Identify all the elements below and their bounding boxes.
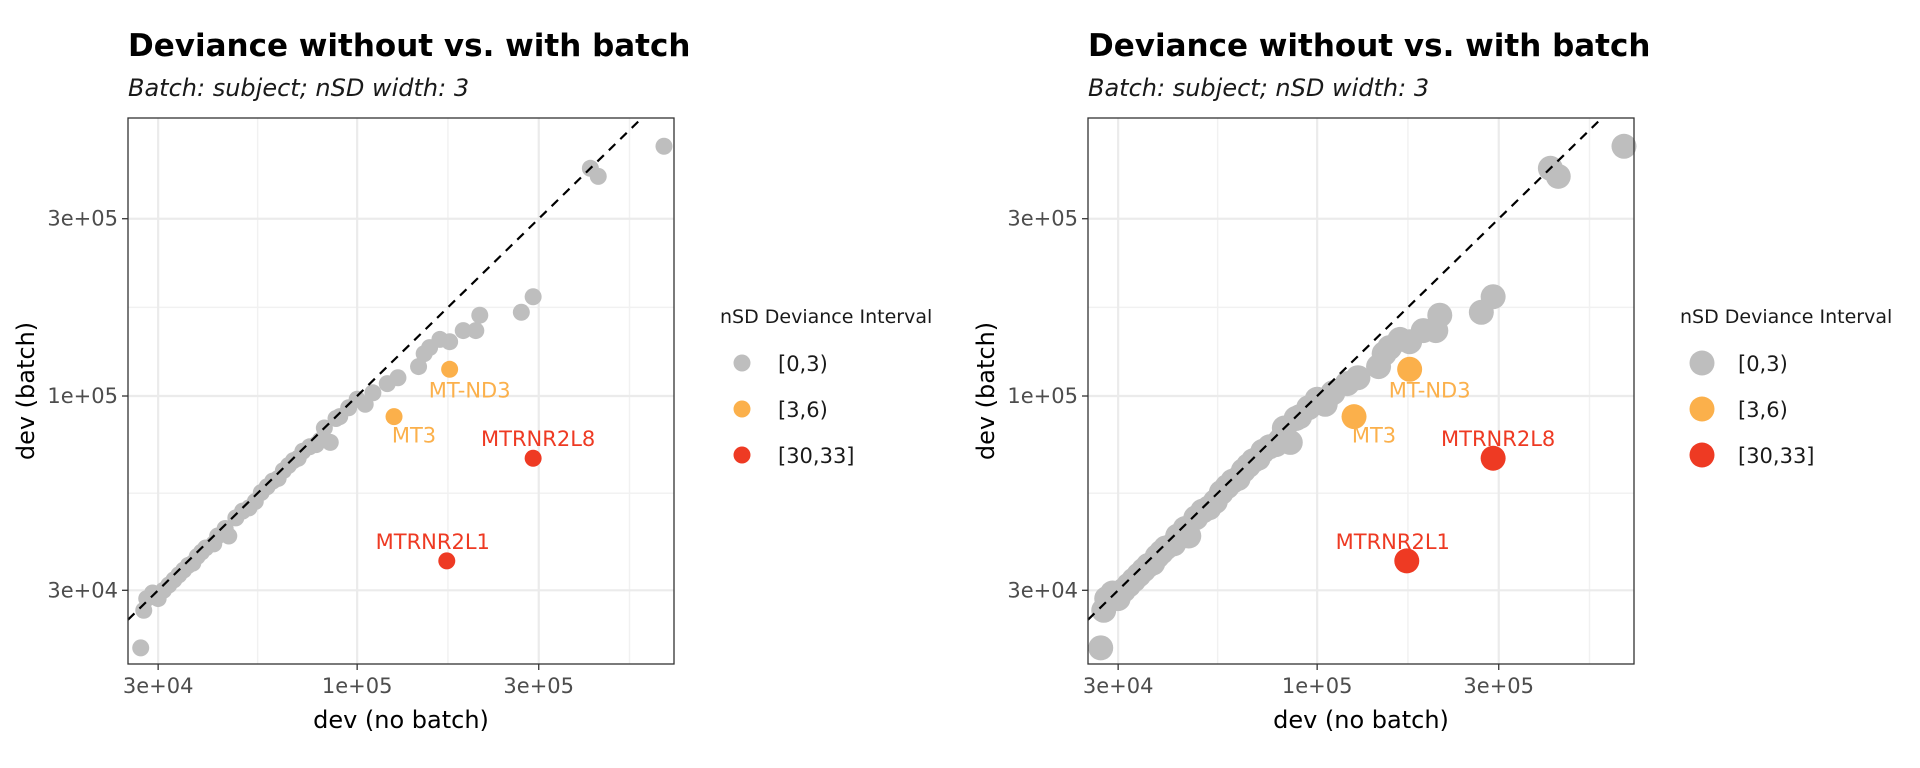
data-point bbox=[1611, 133, 1637, 159]
y-tick-label: 3e+04 bbox=[47, 578, 118, 602]
legend-label: [0,3) bbox=[1738, 352, 1788, 376]
data-point bbox=[1427, 302, 1453, 328]
x-tick-label: 3e+04 bbox=[1083, 674, 1154, 698]
plot-border bbox=[127, 117, 675, 665]
point-label: MTRNR2L8 bbox=[481, 427, 595, 451]
data-point bbox=[438, 552, 456, 570]
legend-key bbox=[733, 354, 751, 372]
data-point bbox=[321, 433, 339, 451]
y-tick-label: 3e+05 bbox=[1007, 207, 1078, 231]
data-point bbox=[132, 639, 150, 657]
point-label: MT3 bbox=[1352, 424, 1396, 448]
legend-label: [3,6) bbox=[778, 398, 828, 422]
legend-label: [30,33] bbox=[778, 444, 855, 468]
identity-line bbox=[127, 117, 643, 621]
data-point bbox=[410, 358, 428, 376]
data-point bbox=[512, 303, 530, 321]
chart-subtitle: Batch: subject; nSD width: 3 bbox=[1088, 74, 1429, 102]
legend-key bbox=[1689, 350, 1715, 376]
data-point bbox=[389, 369, 407, 387]
data-point bbox=[655, 137, 673, 155]
data-point bbox=[454, 322, 472, 340]
plot-panel bbox=[128, 118, 674, 664]
x-tick-label: 3e+05 bbox=[503, 674, 574, 698]
data-point bbox=[589, 167, 607, 185]
axis-ticks: 3e+04 1e+05 3e+05 3e+04 1e+05 3e+05 bbox=[1007, 207, 1534, 698]
data-point bbox=[1394, 548, 1420, 574]
data-point bbox=[364, 384, 382, 402]
axis-ticks: 3e+04 1e+05 3e+05 3e+04 1e+05 3e+05 bbox=[47, 207, 574, 698]
data-point bbox=[1397, 356, 1423, 382]
legend-label: [0,3) bbox=[778, 352, 828, 376]
legend: nSD Deviance Interval [0,3) [3,6) [30,33] bbox=[720, 306, 932, 468]
chart-subtitle: Batch: subject; nSD width: 3 bbox=[128, 74, 469, 102]
chart-title: Deviance without vs. with batch bbox=[1088, 28, 1650, 64]
data-point bbox=[441, 333, 459, 351]
x-axis-title: dev (no batch) bbox=[1273, 706, 1449, 734]
data-point bbox=[385, 408, 403, 426]
legend-title: nSD Deviance Interval bbox=[720, 306, 932, 328]
point-label: MT-ND3 bbox=[429, 378, 511, 402]
data-point bbox=[1341, 404, 1367, 430]
annotations: MT-ND3 MT3 MTRNR2L8 MTRNR2L1 bbox=[1336, 378, 1556, 554]
data-point bbox=[441, 360, 459, 378]
y-tick-label: 1e+05 bbox=[47, 384, 118, 408]
data-point bbox=[1545, 163, 1571, 189]
legend-title: nSD Deviance Interval bbox=[1680, 306, 1892, 328]
legend-key bbox=[1689, 396, 1715, 422]
data-point bbox=[524, 288, 542, 306]
x-tick-label: 3e+05 bbox=[1463, 674, 1534, 698]
x-axis-title: dev (no batch) bbox=[313, 706, 489, 734]
x-tick-label: 1e+05 bbox=[1282, 674, 1353, 698]
chart-left: Deviance without vs. with batch Batch: s… bbox=[12, 28, 932, 734]
identity-line bbox=[1087, 117, 1603, 621]
y-tick-label: 1e+05 bbox=[1007, 384, 1078, 408]
plot-panel bbox=[1088, 118, 1634, 664]
point-label: MTRNR2L8 bbox=[1441, 427, 1555, 451]
points bbox=[132, 137, 673, 657]
point-label: MT3 bbox=[392, 424, 436, 448]
chart-title: Deviance without vs. with batch bbox=[128, 28, 690, 64]
legend-key bbox=[1689, 442, 1715, 468]
point-label: MTRNR2L1 bbox=[376, 530, 490, 554]
data-point bbox=[467, 322, 485, 340]
data-point bbox=[471, 306, 489, 324]
legend: nSD Deviance Interval [0,3) [3,6) [30,33] bbox=[1680, 306, 1892, 468]
y-axis-title: dev (batch) bbox=[972, 322, 1000, 460]
annotations: MT-ND3 MT3 MTRNR2L8 MTRNR2L1 bbox=[376, 378, 596, 554]
grid-minor bbox=[128, 118, 674, 664]
y-tick-label: 3e+04 bbox=[1007, 578, 1078, 602]
data-point bbox=[524, 449, 542, 467]
plot-border bbox=[1087, 117, 1635, 665]
legend-label: [30,33] bbox=[1738, 444, 1815, 468]
data-point bbox=[1345, 365, 1371, 391]
data-point bbox=[1277, 429, 1303, 455]
chart-right: Deviance without vs. with batch Batch: s… bbox=[972, 28, 1892, 734]
data-point bbox=[1088, 635, 1114, 661]
legend-label: [3,6) bbox=[1738, 398, 1788, 422]
point-label: MT-ND3 bbox=[1389, 378, 1471, 402]
data-point bbox=[220, 527, 238, 545]
x-tick-label: 3e+04 bbox=[123, 674, 194, 698]
points bbox=[1088, 133, 1637, 661]
point-label: MTRNR2L1 bbox=[1336, 530, 1450, 554]
x-tick-label: 1e+05 bbox=[322, 674, 393, 698]
y-axis-title: dev (batch) bbox=[12, 322, 40, 460]
legend-key bbox=[733, 446, 751, 464]
y-tick-label: 3e+05 bbox=[47, 207, 118, 231]
data-point bbox=[1480, 284, 1506, 310]
grid-major bbox=[1088, 118, 1634, 664]
legend-key bbox=[733, 400, 751, 418]
data-point bbox=[1480, 445, 1506, 471]
